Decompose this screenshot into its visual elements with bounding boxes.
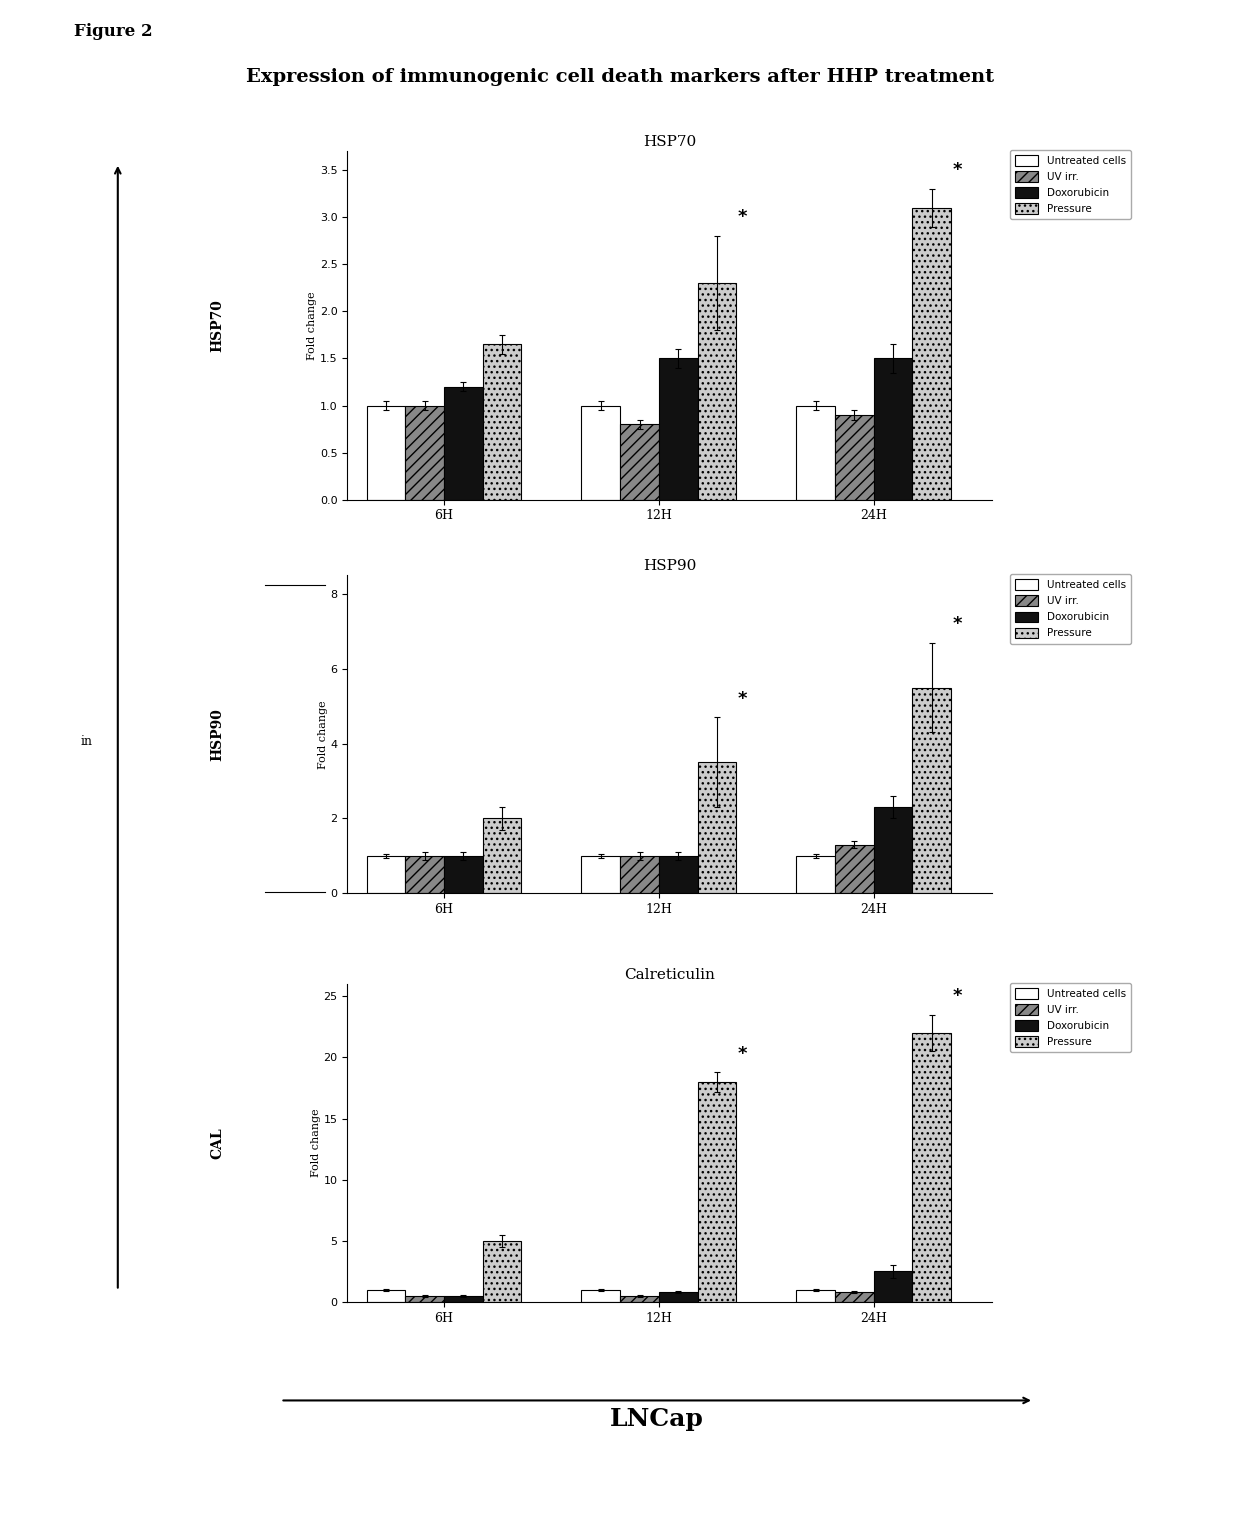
Bar [582, 1290, 620, 1302]
Bar [835, 845, 874, 893]
Bar [582, 406, 620, 500]
Bar [367, 1290, 405, 1302]
Y-axis label: Fold change: Fold change [308, 291, 317, 360]
Text: HSP90: HSP90 [210, 709, 224, 760]
Bar [874, 807, 913, 893]
Text: *: * [952, 615, 962, 633]
Bar [913, 1033, 951, 1302]
Bar [444, 1296, 482, 1302]
Text: in: in [81, 736, 93, 748]
Bar [582, 855, 620, 893]
Text: Figure 2: Figure 2 [74, 23, 153, 39]
Bar [796, 406, 835, 500]
Y-axis label: Fold change: Fold change [317, 699, 327, 769]
Bar [796, 1290, 835, 1302]
Bar [405, 855, 444, 893]
Bar [444, 386, 482, 500]
Bar [835, 1293, 874, 1302]
Text: HSP70: HSP70 [210, 300, 224, 351]
Title: HSP90: HSP90 [642, 559, 697, 572]
Text: Expression of immunogenic cell death markers after HHP treatment: Expression of immunogenic cell death mar… [246, 68, 994, 86]
Bar [698, 1083, 737, 1302]
Bar [913, 687, 951, 893]
Bar [874, 1272, 913, 1302]
Bar [658, 1293, 698, 1302]
Bar [874, 359, 913, 500]
Text: *: * [952, 987, 962, 1005]
Legend: Untreated cells, UV irr., Doxorubicin, Pressure: Untreated cells, UV irr., Doxorubicin, P… [1011, 574, 1131, 643]
Bar [835, 415, 874, 500]
Text: LNCap: LNCap [610, 1407, 704, 1431]
Bar [482, 819, 521, 893]
Text: CAL: CAL [210, 1128, 224, 1158]
Bar [698, 763, 737, 893]
Text: *: * [738, 1045, 748, 1063]
Title: HSP70: HSP70 [644, 135, 696, 148]
Text: *: * [952, 160, 962, 179]
Bar [405, 406, 444, 500]
Bar [658, 855, 698, 893]
Bar [620, 424, 658, 500]
Bar [698, 283, 737, 500]
Bar [658, 359, 698, 500]
Y-axis label: Fold change: Fold change [310, 1108, 321, 1178]
Bar [482, 1241, 521, 1302]
Bar [620, 855, 658, 893]
Bar [482, 344, 521, 500]
Bar [796, 855, 835, 893]
Legend: Untreated cells, UV irr., Doxorubicin, Pressure: Untreated cells, UV irr., Doxorubicin, P… [1011, 150, 1131, 220]
Bar [444, 855, 482, 893]
Legend: Untreated cells, UV irr., Doxorubicin, Pressure: Untreated cells, UV irr., Doxorubicin, P… [1011, 983, 1131, 1052]
Title: Calreticulin: Calreticulin [624, 967, 715, 981]
Text: *: * [738, 690, 748, 709]
Bar [367, 855, 405, 893]
Bar [620, 1296, 658, 1302]
Bar [913, 207, 951, 500]
Text: *: * [738, 207, 748, 226]
Bar [367, 406, 405, 500]
Bar [405, 1296, 444, 1302]
